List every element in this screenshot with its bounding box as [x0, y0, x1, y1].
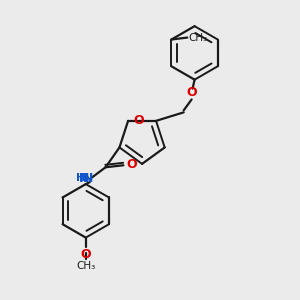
- Text: N: N: [80, 172, 90, 185]
- Text: CH₃: CH₃: [188, 33, 208, 43]
- Text: H: H: [76, 173, 85, 183]
- Text: H: H: [79, 173, 88, 183]
- Text: O: O: [186, 86, 197, 99]
- Text: O: O: [80, 248, 91, 260]
- Text: CH₃: CH₃: [76, 261, 95, 272]
- Text: N: N: [82, 172, 93, 185]
- Text: O: O: [126, 158, 137, 171]
- Text: O: O: [133, 114, 144, 128]
